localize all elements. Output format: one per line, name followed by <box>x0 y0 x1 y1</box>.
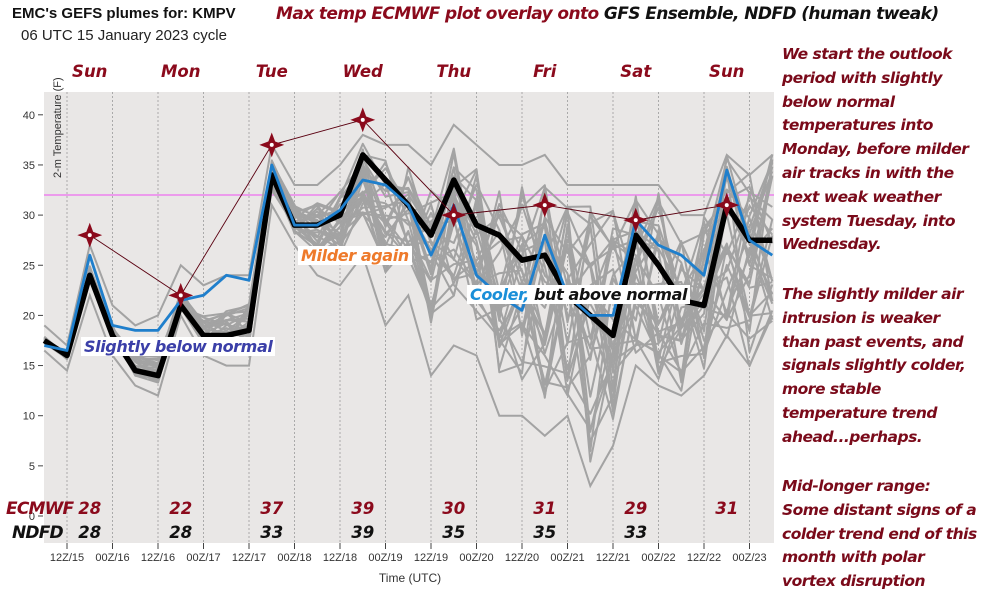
x-tick-label: 12Z/22 <box>687 552 721 564</box>
x-tick-label: 00Z/19 <box>368 552 402 564</box>
chart-title: EMC's GEFS plumes for: KMPV <box>12 5 236 22</box>
overlay-title-black: GFS Ensemble, NDFD (human tweak) <box>603 4 939 24</box>
ecmwf-daily-max: 31 <box>533 499 557 518</box>
ecmwf-daily-max: 39 <box>351 499 375 518</box>
ecmwf-daily-max: 37 <box>260 499 284 518</box>
ndfd-daily-max: 33 <box>624 523 648 542</box>
ensemble-low-line <box>43 202 774 489</box>
ndfd-daily-max: 33 <box>260 523 284 542</box>
ecmwf-overlay <box>77 107 740 308</box>
y-tick-label: 30 <box>23 210 35 222</box>
ndfd-daily-max: 35 <box>533 523 557 542</box>
ecmwf-daily-max: 28 <box>78 499 102 518</box>
ndfd-daily-max: 28 <box>78 523 102 542</box>
day-label: Mon <box>160 62 201 81</box>
x-tick-label: 12Z/21 <box>596 552 630 564</box>
annotation-milder-again: Milder again <box>298 246 412 265</box>
x-tick-label: 12Z/20 <box>505 552 539 564</box>
ecmwf-row-label: ECMWF <box>6 499 74 519</box>
x-tick-label: 00Z/20 <box>459 552 493 564</box>
x-tick-label: 00Z/23 <box>732 552 766 564</box>
ecmwf-marker-center <box>178 293 183 298</box>
ecmwf-daily-max: 29 <box>624 499 648 518</box>
ecmwf-marker-center <box>633 218 638 223</box>
overlay-title-red: Max temp ECMWF plot overlay onto <box>276 4 604 24</box>
control-line <box>43 163 774 352</box>
ecmwf-marker-center <box>451 213 456 218</box>
ndfd-row-label: NDFD <box>12 523 64 543</box>
y-tick-label: 0 <box>29 511 35 523</box>
discussion-paragraph-1: We start the outlook period with slightl… <box>782 45 969 254</box>
x-tick-label: 12Z/18 <box>323 552 357 564</box>
annotation-cooler-blue: Cooler, <box>470 285 529 304</box>
y-tick-label: 40 <box>23 110 35 122</box>
ecmwf-marker-center <box>87 233 92 238</box>
day-label: Sun <box>72 62 108 81</box>
day-label: Thu <box>436 62 472 81</box>
ecmwf-daily-max: 22 <box>169 499 193 518</box>
ensemble-high-line <box>43 123 773 348</box>
y-axis-label: 2-m Temperature (F) <box>52 77 64 178</box>
chart-subtitle: 06 UTC 15 January 2023 cycle <box>21 27 227 44</box>
ecmwf-connector-line <box>89 119 727 296</box>
x-tick-label: 12Z/17 <box>232 552 266 564</box>
discussion-paragraph-3: Mid-longer range: Some distant signs of … <box>782 477 977 591</box>
x-axis-label: Time (UTC) <box>379 571 441 585</box>
day-label: Fri <box>533 62 557 81</box>
annotation-cooler-black: but above normal <box>528 285 688 304</box>
annotation-cooler: Cooler, but above normal <box>467 285 691 304</box>
overlay-title: Max temp ECMWF plot overlay onto GFS Ens… <box>276 4 939 24</box>
ndfd-daily-max: 28 <box>169 523 193 542</box>
x-tick-label: 00Z/18 <box>277 552 311 564</box>
x-tick-label: 12Z/15 <box>50 552 84 564</box>
ecmwf-marker-center <box>360 117 365 122</box>
ndfd-daily-max: 39 <box>351 523 375 542</box>
y-tick-label: 35 <box>23 160 35 172</box>
x-tick-label: 12Z/16 <box>141 552 175 564</box>
axes: 12Z/15 00Z/16 12Z/16 00Z/17 12Z/17 00Z/18 12Z/… <box>23 77 767 585</box>
y-tick-label: 20 <box>23 310 35 322</box>
day-label: Sat <box>620 62 652 81</box>
y-tick-label: 5 <box>29 461 35 473</box>
ndfd-daily-max: 35 <box>442 523 466 542</box>
day-label: Wed <box>342 62 383 81</box>
ecmwf-marker-center <box>724 203 729 208</box>
y-tick-label: 25 <box>23 260 35 272</box>
y-tick-label: 10 <box>23 411 35 423</box>
discussion-paragraph-2: The slightly milder air intrusion is wea… <box>782 285 966 446</box>
annotation-below-normal: Slightly below normal <box>81 337 276 356</box>
ecmwf-daily-max: 30 <box>442 499 466 518</box>
x-tick-label: 12Z/19 <box>414 552 448 564</box>
y-tick-label: 15 <box>23 361 35 373</box>
ecmwf-marker-center <box>269 142 274 147</box>
x-tick-label: 00Z/22 <box>641 552 675 564</box>
ecmwf-daily-max: 31 <box>715 499 739 518</box>
day-label: Tue <box>255 62 288 81</box>
day-label: Sun <box>709 62 745 81</box>
x-tick-label: 00Z/17 <box>186 552 220 564</box>
x-tick-label: 00Z/21 <box>550 552 584 564</box>
x-tick-label: 00Z/16 <box>95 552 129 564</box>
ecmwf-marker-center <box>542 203 547 208</box>
